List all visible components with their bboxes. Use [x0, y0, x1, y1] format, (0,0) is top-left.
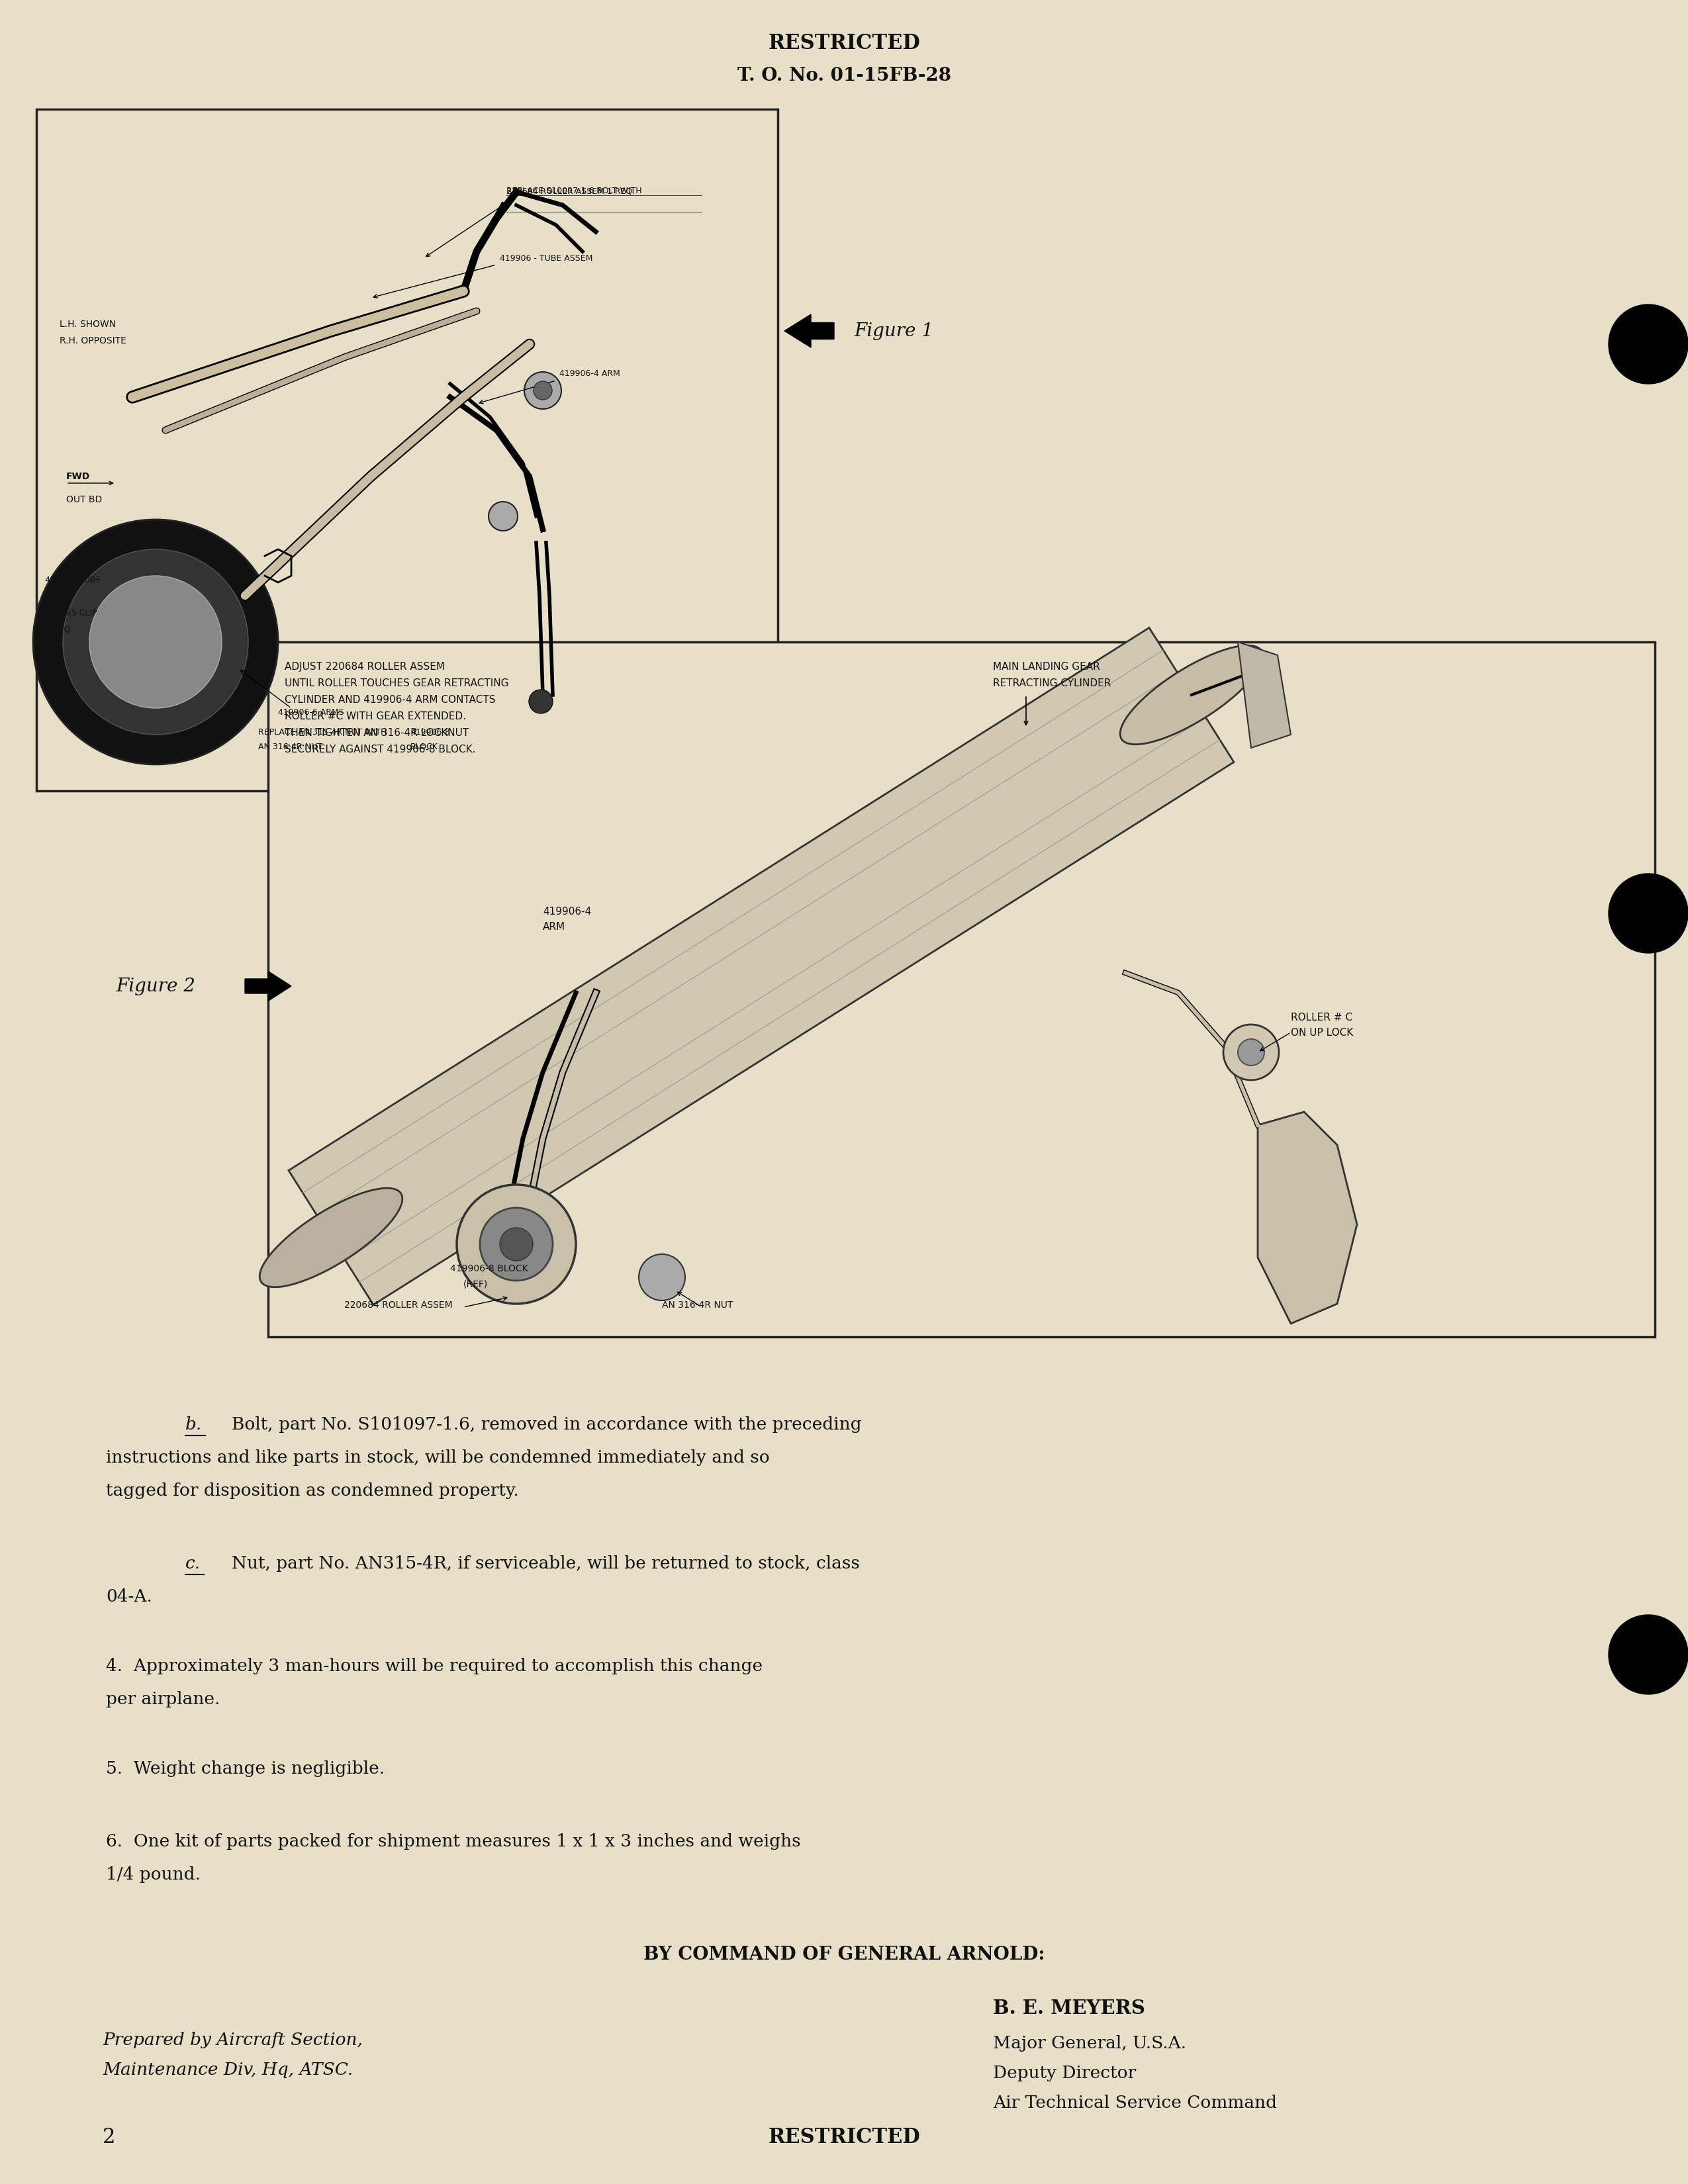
Text: Prepared by Aircraft Section,: Prepared by Aircraft Section, [103, 2031, 363, 2049]
Circle shape [488, 502, 518, 531]
Text: ROLLER # C: ROLLER # C [1291, 1013, 1352, 1022]
Text: ARM: ARM [544, 922, 565, 933]
Circle shape [1224, 1024, 1280, 1081]
Text: ASSEM: ASSEM [46, 592, 74, 601]
Text: Nut, part No. AN315-4R, if serviceable, will be returned to stock, class: Nut, part No. AN315-4R, if serviceable, … [231, 1555, 859, 1572]
Text: B. E. MEYERS: B. E. MEYERS [993, 1998, 1144, 2018]
Polygon shape [289, 627, 1234, 1304]
Text: 1/4 pound.: 1/4 pound. [106, 1867, 201, 1883]
Text: 419906-6 ARMS: 419906-6 ARMS [279, 708, 344, 716]
Text: ADJUST 220684 ROLLER ASSEM: ADJUST 220684 ROLLER ASSEM [285, 662, 446, 673]
Text: 220684 ROLLER ASSEM: 220684 ROLLER ASSEM [344, 1299, 452, 1310]
Bar [268, 642, 1654, 1337]
Text: 5.  Weight change is negligible.: 5. Weight change is negligible. [106, 1760, 385, 1778]
Text: 419906-8: 419906-8 [410, 727, 451, 736]
Text: 6.  One kit of parts packed for shipment measures 1 x 1 x 3 inches and weighs: 6. One kit of parts packed for shipment … [106, 1832, 800, 1850]
Text: Air Technical Service Command: Air Technical Service Command [993, 2094, 1276, 2112]
Text: BY COMMAND OF GENERAL ARNOLD:: BY COMMAND OF GENERAL ARNOLD: [643, 1946, 1045, 1963]
Text: RESTRICTED: RESTRICTED [768, 2127, 920, 2147]
Text: 419906 TUBE: 419906 TUBE [46, 577, 101, 585]
Text: MAIN LANDING GEAR: MAIN LANDING GEAR [993, 662, 1101, 673]
Text: REPLACE AN 315-4R NUT WITH: REPLACE AN 315-4R NUT WITH [258, 727, 387, 736]
Polygon shape [1237, 642, 1291, 747]
Circle shape [500, 1227, 533, 1260]
Text: c.: c. [186, 1555, 201, 1572]
Text: 419906-8 BLOCK: 419906-8 BLOCK [451, 1265, 528, 1273]
Text: per airplane.: per airplane. [106, 1690, 219, 1708]
FancyArrow shape [785, 314, 834, 347]
Text: UNTIL ROLLER TOUCHES GEAR RETRACTING: UNTIL ROLLER TOUCHES GEAR RETRACTING [285, 679, 508, 688]
Circle shape [457, 1184, 576, 1304]
Text: Figure 2: Figure 2 [116, 976, 196, 996]
Text: FWD: FWD [66, 472, 89, 480]
FancyArrow shape [245, 972, 292, 1000]
Text: T. O. No. 01-15FB-28: T. O. No. 01-15FB-28 [738, 68, 950, 85]
Circle shape [1609, 1614, 1688, 1695]
Text: 04-A.: 04-A. [106, 1588, 152, 1605]
Text: 2: 2 [103, 2127, 115, 2147]
Text: THEN TIGHTEN AN 316-4R LOCKNUT: THEN TIGHTEN AN 316-4R LOCKNUT [285, 727, 469, 738]
Circle shape [1237, 1040, 1264, 1066]
Circle shape [89, 577, 221, 708]
Circle shape [1609, 874, 1688, 952]
Text: RETRACTING CYLINDER: RETRACTING CYLINDER [993, 679, 1111, 688]
Text: tagged for disposition as condemned property.: tagged for disposition as condemned prop… [106, 1483, 518, 1498]
Text: b.: b. [186, 1415, 203, 1433]
Circle shape [1609, 304, 1688, 384]
Text: 220685 CLIP: 220685 CLIP [46, 609, 96, 618]
Text: CYLINDER AND 419906-4 ARM CONTACTS: CYLINDER AND 419906-4 ARM CONTACTS [285, 695, 496, 705]
Text: Figure 1: Figure 1 [854, 321, 933, 341]
Text: instructions and like parts in stock, will be condemned immediately and so: instructions and like parts in stock, wi… [106, 1450, 770, 1465]
Circle shape [528, 690, 552, 714]
Text: RESTRICTED: RESTRICTED [768, 33, 920, 52]
Polygon shape [1258, 1112, 1357, 1324]
Circle shape [62, 550, 248, 734]
Text: 4.  Approximately 3 man-hours will be required to accomplish this change: 4. Approximately 3 man-hours will be req… [106, 1658, 763, 1675]
Text: 419906-4 ARM: 419906-4 ARM [559, 369, 619, 378]
Text: (REF): (REF) [464, 1280, 488, 1289]
Text: AN 316-4R NUT: AN 316-4R NUT [662, 1299, 733, 1310]
Text: ROLLER #C WITH GEAR EXTENDED.: ROLLER #C WITH GEAR EXTENDED. [285, 712, 466, 721]
Ellipse shape [260, 1188, 402, 1286]
Text: 419906-4: 419906-4 [544, 906, 591, 917]
Text: REPLACE S10097-1.6 BOLT WITH: REPLACE S10097-1.6 BOLT WITH [506, 186, 641, 194]
Ellipse shape [1121, 646, 1263, 745]
Text: AN 316-4R NUT: AN 316-4R NUT [258, 743, 322, 751]
Text: Bolt, part No. S101097-1.6, removed in accordance with the preceding: Bolt, part No. S101097-1.6, removed in a… [231, 1415, 861, 1433]
Text: SECURELY AGAINST 419906-8 BLOCK.: SECURELY AGAINST 419906-8 BLOCK. [285, 745, 476, 753]
Text: L.H. SHOWN: L.H. SHOWN [59, 319, 116, 330]
Text: 1 REQ.: 1 REQ. [46, 625, 73, 633]
Text: R.H. OPPOSITE: R.H. OPPOSITE [59, 336, 127, 345]
Text: 220684 ROLLER ASSEM 1 REQ.: 220684 ROLLER ASSEM 1 REQ. [506, 177, 635, 194]
Bar [37, 109, 778, 791]
Circle shape [638, 1254, 685, 1299]
Text: Maintenance Div, Hq, ATSC.: Maintenance Div, Hq, ATSC. [103, 2062, 353, 2079]
Text: BLOCK: BLOCK [410, 743, 439, 751]
Text: OUT BD: OUT BD [66, 496, 101, 505]
Circle shape [479, 1208, 552, 1280]
Text: 419906 - TUBE ASSEM: 419906 - TUBE ASSEM [500, 253, 592, 262]
Text: Deputy Director: Deputy Director [993, 2064, 1136, 2081]
Circle shape [533, 382, 552, 400]
Text: Major General, U.S.A.: Major General, U.S.A. [993, 2035, 1187, 2051]
Circle shape [525, 371, 562, 408]
Text: ON UP LOCK: ON UP LOCK [1291, 1029, 1354, 1037]
Circle shape [34, 520, 279, 764]
